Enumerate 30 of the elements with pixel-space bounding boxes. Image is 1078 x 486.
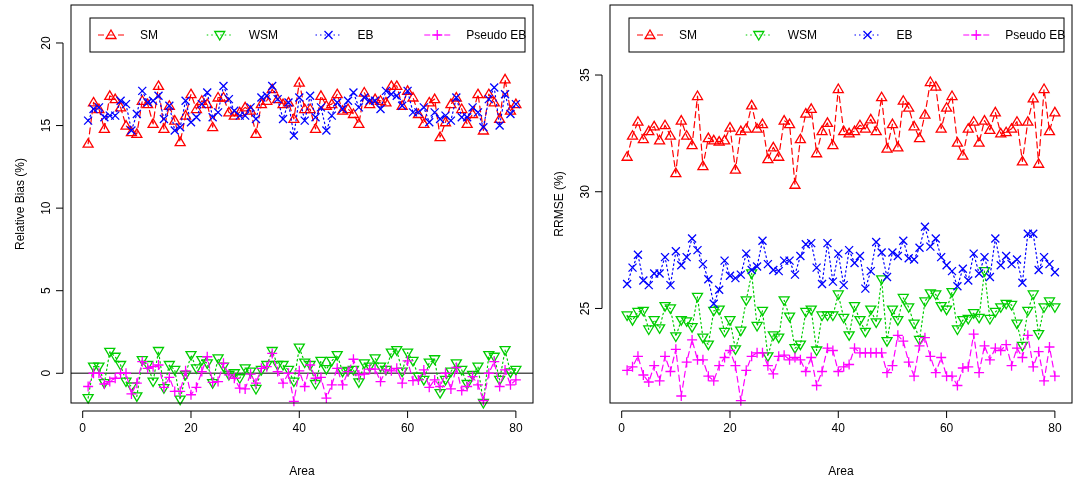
x-tick-label: 40 xyxy=(292,421,307,435)
y-tick-label: 25 xyxy=(578,301,592,316)
legend-label: EB xyxy=(896,28,913,42)
legend-label: Pseudo EB xyxy=(466,28,527,42)
y-axis-title: RRMSE (%) xyxy=(552,171,566,237)
x-axis-title: Area xyxy=(289,464,315,478)
y-tick-label: 5 xyxy=(39,287,53,295)
legend-label: SM xyxy=(679,28,697,42)
x-tick-label: 60 xyxy=(400,421,415,435)
x-tick-label: 20 xyxy=(723,421,737,435)
x-tick-label: 20 xyxy=(184,421,198,435)
legend-label: Pseudo EB xyxy=(1005,28,1066,42)
legend-label: SM xyxy=(140,28,158,42)
legend-label: WSM xyxy=(787,28,818,42)
x-tick-label: 40 xyxy=(831,421,846,435)
x-tick-label: 80 xyxy=(1048,421,1062,435)
x-tick-label: 60 xyxy=(939,421,954,435)
y-tick-label: 20 xyxy=(39,35,53,50)
legend-label: WSM xyxy=(248,28,279,42)
y-tick-label: 30 xyxy=(578,184,592,199)
y-tick-label: 10 xyxy=(39,201,53,215)
legend-label: EB xyxy=(357,28,374,42)
y-tick-label: 0 xyxy=(39,369,53,377)
y-tick-label: 15 xyxy=(39,118,53,133)
x-tick-label: 0 xyxy=(79,421,87,435)
x-axis-title: Area xyxy=(828,464,854,478)
y-tick-label: 35 xyxy=(578,68,592,82)
x-tick-label: 80 xyxy=(509,421,523,435)
x-tick-label: 0 xyxy=(618,421,626,435)
y-axis-title: Relative Bias (%) xyxy=(13,157,27,251)
